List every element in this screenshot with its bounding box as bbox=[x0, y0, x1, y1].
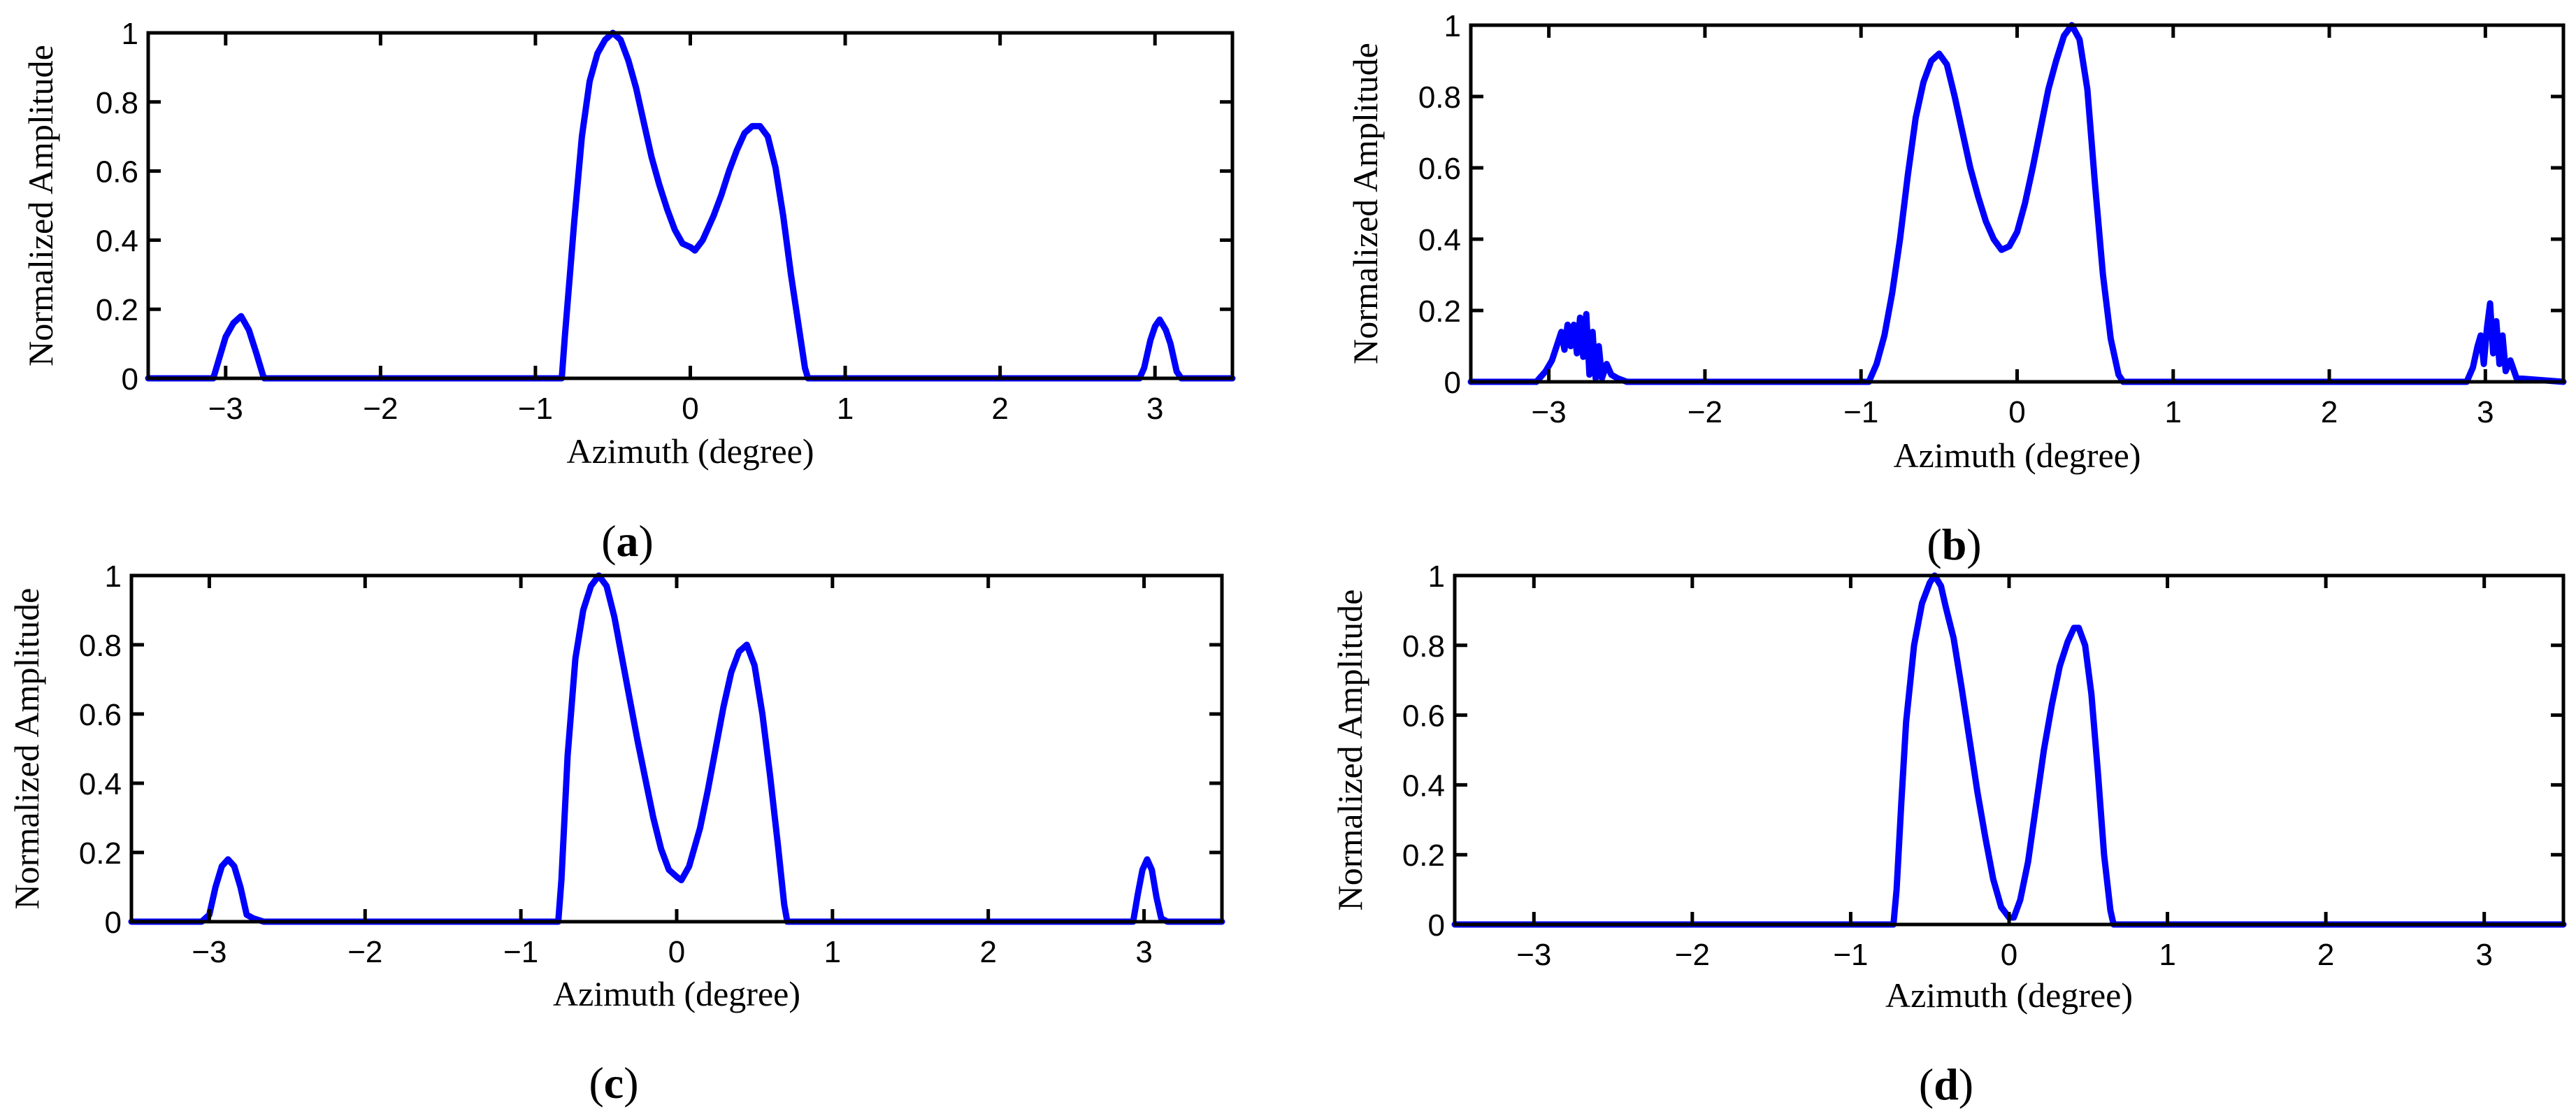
y-tick-label: 0.2 bbox=[96, 293, 138, 327]
y-tick-label: 0.4 bbox=[79, 767, 122, 801]
series-line bbox=[1467, 22, 2567, 385]
y-tick-label: 0.2 bbox=[1402, 838, 1445, 873]
x-tick-label: −3 bbox=[192, 935, 226, 969]
x-tick-label: −1 bbox=[1833, 938, 1868, 972]
x-tick-label: −1 bbox=[503, 935, 538, 969]
x-tick-label: 2 bbox=[2317, 938, 2334, 972]
panel-label: (b) bbox=[1927, 520, 1981, 569]
x-tick-label: 0 bbox=[2001, 938, 2017, 972]
y-tick-label: 0.6 bbox=[1402, 699, 1445, 734]
axes-box bbox=[146, 31, 1235, 380]
panel-b: −3 −2 −1 0 1 2 3 0 0.2 0.4 0.6 0.8 1 Azimuth (degree)… bbox=[1346, 9, 2567, 569]
panel-d: −3 −2 −1 0 1 2 3 0 0.2 0.4 0.6 0.8 1 Azimuth (degree)… bbox=[1330, 559, 2567, 1109]
panel-label: (d) bbox=[1919, 1059, 1973, 1109]
y-tick-label: 0.8 bbox=[1418, 80, 1461, 115]
axes-box bbox=[1453, 573, 2566, 927]
y-axis-title: Normalized Amplitude bbox=[1346, 43, 1385, 364]
y-tick-label: 0.4 bbox=[96, 224, 138, 258]
y-tick-label: 0.6 bbox=[1418, 152, 1461, 186]
x-axis-title: Azimuth (degree) bbox=[1893, 436, 2140, 475]
y-tick-label: 1 bbox=[122, 17, 138, 51]
x-tick-label: 3 bbox=[1135, 935, 1152, 969]
x-tick-label: 0 bbox=[682, 392, 698, 426]
x-tick-label: 1 bbox=[837, 392, 854, 426]
y-axis-title: Normalized Amplitude bbox=[1330, 590, 1369, 911]
y-tick-label: 0 bbox=[122, 362, 138, 397]
x-tick-label: −2 bbox=[1675, 938, 1710, 972]
series-line bbox=[1451, 572, 2567, 928]
x-tick-label: 2 bbox=[2321, 395, 2338, 429]
x-tick-label: 3 bbox=[2475, 938, 2492, 972]
y-tick-label: 0.4 bbox=[1418, 223, 1461, 257]
x-tick-label: −3 bbox=[1532, 395, 1567, 429]
y-tick-label: 0.8 bbox=[79, 629, 122, 663]
x-tick-label: −2 bbox=[1688, 395, 1722, 429]
y-tick-label: 1 bbox=[1428, 559, 1445, 594]
y-tick-label: 0 bbox=[1428, 908, 1445, 943]
panel-a: −3 −2 −1 0 1 2 3 0 0.2 0.4 0.6 0.8 1 Azimuth (degree)… bbox=[21, 17, 1236, 566]
x-tick-label: 3 bbox=[1146, 392, 1163, 426]
x-axis-title: Azimuth (degree) bbox=[566, 431, 814, 471]
x-tick-label: 1 bbox=[2165, 395, 2182, 429]
x-tick-label: 2 bbox=[991, 392, 1008, 426]
x-axis-title: Azimuth (degree) bbox=[553, 974, 800, 1013]
y-tick-label: 1 bbox=[105, 559, 122, 594]
axes-box bbox=[129, 573, 1224, 924]
x-tick-label: 0 bbox=[668, 935, 685, 969]
x-tick-label: −1 bbox=[1843, 395, 1878, 429]
y-tick-label: 0.2 bbox=[1418, 294, 1461, 329]
y-tick-label: 0 bbox=[1444, 366, 1461, 400]
x-axis-title: Azimuth (degree) bbox=[1885, 976, 2133, 1015]
y-tick-label: 0.4 bbox=[1402, 769, 1445, 803]
y-tick-label: 0.6 bbox=[96, 155, 138, 190]
series-line bbox=[128, 572, 1225, 925]
x-tick-label: −2 bbox=[363, 392, 398, 426]
y-tick-label: 1 bbox=[1444, 9, 1461, 43]
x-tick-label: 1 bbox=[2159, 938, 2175, 972]
x-tick-label: −3 bbox=[208, 392, 243, 426]
x-tick-label: −3 bbox=[1516, 938, 1551, 972]
axes-box bbox=[1469, 23, 2566, 384]
y-tick-label: 0 bbox=[105, 906, 122, 940]
x-tick-label: 0 bbox=[2008, 395, 2025, 429]
x-tick-label: 3 bbox=[2477, 395, 2494, 429]
panel-c: −3 −2 −1 0 1 2 3 0 0.2 0.4 0.6 0.8 1 Azimuth (degree)… bbox=[7, 559, 1225, 1108]
panel-label: (c) bbox=[589, 1058, 638, 1108]
x-tick-label: 2 bbox=[979, 935, 996, 969]
x-tick-label: −1 bbox=[518, 392, 553, 426]
y-tick-label: 0.6 bbox=[79, 698, 122, 732]
y-tick-label: 0.8 bbox=[1402, 629, 1445, 664]
series-line bbox=[145, 29, 1236, 382]
y-tick-label: 0.8 bbox=[96, 86, 138, 120]
y-tick-label: 0.2 bbox=[79, 836, 122, 871]
x-tick-label: −2 bbox=[347, 935, 382, 969]
x-tick-label: 1 bbox=[824, 935, 841, 969]
y-axis-title: Normalized Amplitude bbox=[7, 588, 46, 910]
panel-label: (a) bbox=[601, 516, 654, 566]
y-axis-title: Normalized Amplitude bbox=[21, 45, 60, 366]
